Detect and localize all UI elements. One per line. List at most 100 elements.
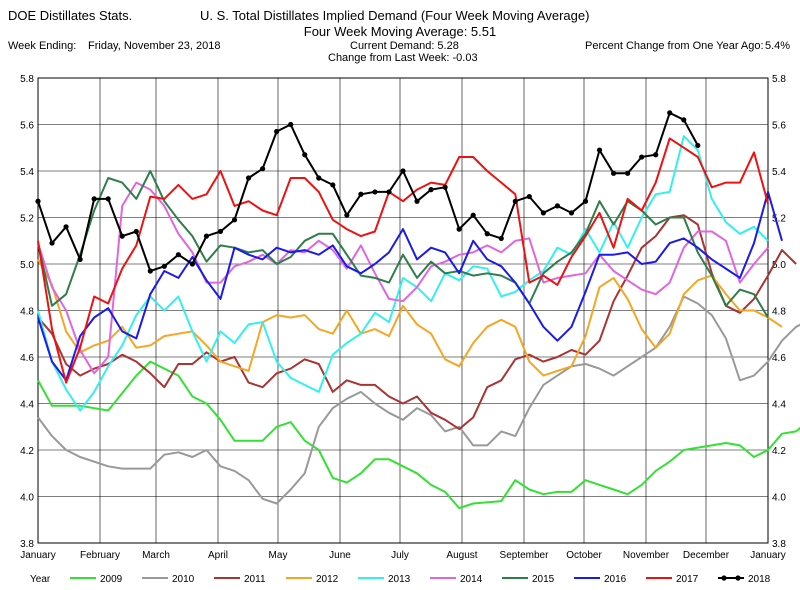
y-tick-label-right: 4.8 <box>772 307 786 318</box>
series-line-2018 <box>37 111 699 272</box>
data-point-2018 <box>610 170 617 176</box>
x-tick-label: April <box>208 550 228 561</box>
y-tick-label-left: 5.6 <box>20 121 34 132</box>
data-point-2018 <box>526 193 532 200</box>
y-tick-label-left: 5.0 <box>20 260 34 271</box>
x-tick-label: May <box>269 550 288 561</box>
legend-label-2012: 2012 <box>316 574 339 585</box>
data-point-2018 <box>372 189 378 195</box>
data-point-2018 <box>428 187 434 193</box>
legend-label-2010: 2010 <box>172 574 195 585</box>
x-tick-label: November <box>623 550 670 561</box>
y-tick-label-right: 4.6 <box>772 353 786 364</box>
legend-label-2016: 2016 <box>604 574 627 585</box>
x-tick-label: March <box>142 550 170 561</box>
data-point-2018 <box>91 196 97 202</box>
change-from-last-week: Change from Last Week: -0.03 <box>328 52 478 64</box>
data-point-2018 <box>77 256 83 262</box>
data-point-2018 <box>596 147 603 153</box>
data-point-2018 <box>49 240 55 246</box>
data-point-2018 <box>119 233 125 239</box>
data-point-2018 <box>316 175 322 181</box>
y-tick-label-right: 5.0 <box>772 260 786 271</box>
data-point-2018 <box>63 224 69 230</box>
data-point-2018 <box>105 196 111 202</box>
data-point-2018 <box>498 235 504 242</box>
y-tick-label-right: 4.4 <box>772 400 786 411</box>
x-tick-label: January <box>20 550 56 561</box>
legend-label-2009: 2009 <box>100 574 123 585</box>
data-point-2018 <box>302 152 308 158</box>
data-point-2018 <box>456 226 462 232</box>
legend-label-2014: 2014 <box>460 574 483 585</box>
data-point-2018 <box>147 268 153 274</box>
data-point-2018 <box>540 210 546 216</box>
chart-subtitle: Four Week Moving Average: 5.51 <box>303 24 497 39</box>
series-line-2009 <box>37 360 800 510</box>
data-point-2018 <box>189 261 196 267</box>
data-point-2018 <box>554 203 561 209</box>
data-point-2018 <box>344 212 350 218</box>
x-tick-label: December <box>683 550 730 561</box>
x-tick-label: January <box>750 550 786 561</box>
data-point-2018 <box>512 198 518 204</box>
chart-source-title: DOE Distillates Stats. <box>8 8 133 23</box>
data-point-2018 <box>245 175 252 181</box>
y-tick-label-right: 5.8 <box>772 74 786 85</box>
y-tick-label-right: 3.8 <box>772 539 786 550</box>
y-tick-label-left: 4.6 <box>20 353 34 364</box>
y-tick-label-right: 4.2 <box>772 446 786 457</box>
series-line-2016 <box>37 190 783 382</box>
series-line-2014 <box>37 181 769 375</box>
x-tick-label: September <box>500 550 550 561</box>
series-line-2012 <box>37 258 783 377</box>
data-point-2018 <box>161 263 167 269</box>
data-point-2018 <box>667 110 673 116</box>
legend-label-2017: 2017 <box>676 574 699 585</box>
data-point-2018 <box>231 217 238 223</box>
y-tick-label-left: 4.4 <box>20 400 34 411</box>
legend-label-2018: 2018 <box>748 574 771 585</box>
series-line-2017 <box>37 137 769 384</box>
percent-change-value: 5.4% <box>765 40 791 52</box>
y-tick-label-left: 4.2 <box>20 446 34 457</box>
y-tick-label-left: 4.0 <box>20 493 34 504</box>
x-tick-label: July <box>391 550 409 561</box>
data-point-2018 <box>35 198 41 204</box>
percent-change-label: Percent Change from One Year Ago: <box>585 40 764 52</box>
series-line-2015 <box>37 170 769 319</box>
current-demand: Current Demand: 5.28 <box>350 40 459 52</box>
week-ending-label: Week Ending: <box>8 40 77 52</box>
series-line-2013 <box>37 135 769 412</box>
data-point-2018 <box>274 128 280 135</box>
legend-label-2011: 2011 <box>244 574 266 585</box>
data-point-2018 <box>217 228 224 235</box>
y-tick-label-left: 4.8 <box>20 307 34 318</box>
x-tick-label: October <box>566 550 602 561</box>
data-point-2018 <box>695 142 701 149</box>
data-point-2018 <box>568 210 575 216</box>
legend-label-2013: 2013 <box>388 574 411 585</box>
data-point-2018 <box>288 121 294 128</box>
x-tick-label: June <box>329 550 351 561</box>
data-point-2018 <box>639 154 645 160</box>
legend-marker-2018 <box>721 575 727 581</box>
x-tick-label: August <box>446 550 477 561</box>
data-point-2018 <box>470 212 476 218</box>
series-line-2010 <box>37 295 800 505</box>
data-point-2018 <box>358 191 364 197</box>
data-point-2018 <box>681 117 687 123</box>
legend-marker-2018 <box>735 575 741 581</box>
y-tick-label-left: 3.8 <box>20 539 34 550</box>
data-point-2018 <box>625 170 631 176</box>
data-point-2018 <box>203 233 210 239</box>
y-tick-label-left: 5.8 <box>20 74 34 85</box>
data-point-2018 <box>175 252 181 258</box>
data-point-2018 <box>653 152 659 158</box>
data-point-2018 <box>400 168 406 174</box>
y-tick-label-right: 5.6 <box>772 121 786 132</box>
y-tick-label-right: 4.0 <box>772 493 786 504</box>
legend-title: Year <box>30 574 51 585</box>
data-point-2018 <box>133 228 139 235</box>
